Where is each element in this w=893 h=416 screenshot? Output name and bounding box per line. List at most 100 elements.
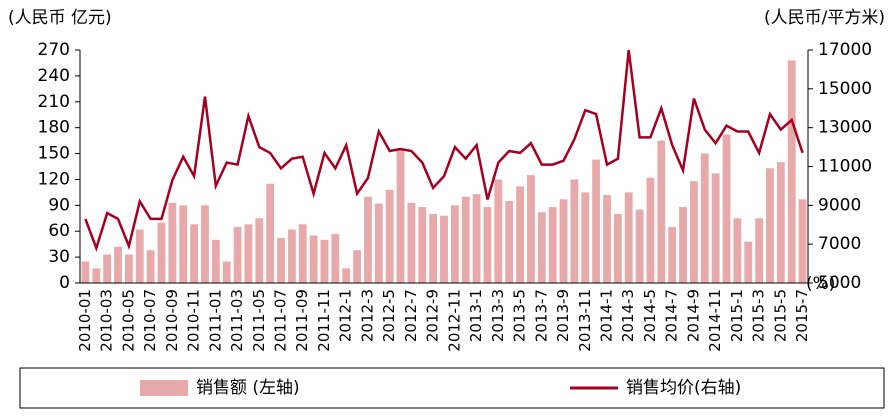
bar (581, 192, 590, 283)
y-tick-label: 180 (38, 118, 70, 138)
x-tick-label: 2011-03 (228, 289, 246, 352)
bar (776, 162, 785, 283)
bar (266, 183, 275, 283)
x-tick-label: 2011-07 (272, 289, 290, 352)
bar (483, 207, 492, 283)
bar (679, 207, 687, 283)
bar (135, 229, 144, 283)
x-tick-label: 2014-9 (684, 289, 702, 342)
y-tick-label: 90 (48, 195, 70, 215)
x-tick-label: 2012-11 (445, 289, 463, 352)
x-tick-label: 2010-03 (98, 289, 116, 352)
bar (396, 149, 405, 283)
bar (798, 199, 807, 283)
x-tick-label: 2014-7 (663, 289, 681, 342)
x-tick-label: 2015-1 (728, 289, 746, 342)
x-tick-label: 2013-11 (576, 289, 594, 352)
bar (472, 194, 481, 283)
bar (179, 205, 188, 283)
y-tick-label: 210 (38, 92, 70, 112)
bar (613, 213, 622, 283)
x-tick-label: 2010-11 (185, 289, 203, 352)
bar (320, 239, 329, 283)
bar (298, 224, 307, 283)
bar (146, 250, 155, 283)
bar (287, 229, 296, 283)
bar (81, 261, 90, 283)
y2-tick-label: 9000 (818, 195, 861, 215)
x-tick-label: 2011-09 (293, 289, 311, 352)
bar (494, 179, 503, 283)
y-tick-label: 120 (38, 169, 70, 189)
x-tick-label: 2010-01 (76, 289, 94, 352)
bar (668, 226, 677, 283)
y2-tick-label: 17000 (818, 40, 872, 60)
bar (103, 254, 112, 283)
bar (244, 224, 253, 283)
bar (722, 134, 731, 283)
bar (570, 179, 579, 283)
x-tick-label: 2010-07 (141, 289, 159, 352)
bar (646, 177, 655, 283)
legend-box (19, 367, 885, 409)
bar (516, 186, 524, 283)
y-axis-label: (人民币 亿元) (8, 8, 112, 28)
y-tick-label: 30 (48, 247, 70, 267)
bar (450, 205, 459, 283)
y2-axis-label: (人民币/平方米) (764, 8, 885, 28)
bar (418, 207, 427, 283)
bar (168, 202, 177, 283)
x-tick-label: 2011-05 (250, 289, 268, 352)
bar (711, 173, 720, 283)
bar (233, 226, 242, 283)
bar (635, 209, 644, 283)
x-tick-label: 2014-5 (641, 289, 659, 342)
bar (211, 239, 220, 283)
bar (309, 235, 318, 283)
bar (157, 222, 166, 283)
bar (744, 241, 753, 283)
y-tick-label: 270 (38, 40, 70, 60)
bar (689, 181, 698, 283)
bar (190, 224, 199, 283)
bar (331, 233, 340, 283)
x-tick-label: 2013-5 (511, 289, 529, 342)
bar (461, 196, 470, 283)
x-tick-label: 2012-3 (358, 289, 376, 342)
bar (537, 212, 546, 283)
x-tick-label: 2015-3 (750, 289, 768, 342)
y2-tick-label: 7000 (818, 234, 861, 254)
bar (766, 168, 774, 283)
x-tick-label: 2012-1 (337, 289, 355, 342)
legend-label: 销售额 (左轴) (196, 378, 300, 398)
x-tick-label: 2015-5 (771, 289, 789, 342)
x-tick-label: 2014-11 (706, 289, 724, 352)
y2-tick-label: 11000 (818, 157, 872, 177)
bar (548, 207, 557, 283)
x-tick-label: 2014-3 (619, 289, 637, 342)
bar (559, 199, 568, 283)
x-tick-label: 2011-11 (315, 289, 333, 352)
bar (364, 196, 372, 283)
x-tick-label: 2012-9 (424, 289, 442, 342)
bar (385, 189, 394, 283)
x-tick-label: 2010-09 (163, 289, 181, 352)
x-tick-label: 2012-7 (402, 289, 420, 342)
bar (255, 218, 264, 283)
bar (342, 268, 351, 283)
x-tick-label: 2013-3 (489, 289, 507, 342)
x-tick-label: 2011-01 (206, 289, 224, 352)
x-tick-label: 2015-7 (793, 289, 811, 342)
x-tick-label: 2012-5 (380, 289, 398, 342)
x-tick-label: 2013-1 (467, 289, 485, 342)
y2-tick-label: 13000 (818, 118, 872, 138)
bar (700, 153, 709, 283)
bar (277, 238, 285, 283)
bar (755, 218, 764, 283)
bar (407, 202, 416, 283)
bar (440, 215, 448, 283)
x-tick-label: 2013-9 (554, 289, 572, 342)
x-tick-label: 2010-05 (119, 289, 137, 352)
bar (124, 254, 133, 283)
